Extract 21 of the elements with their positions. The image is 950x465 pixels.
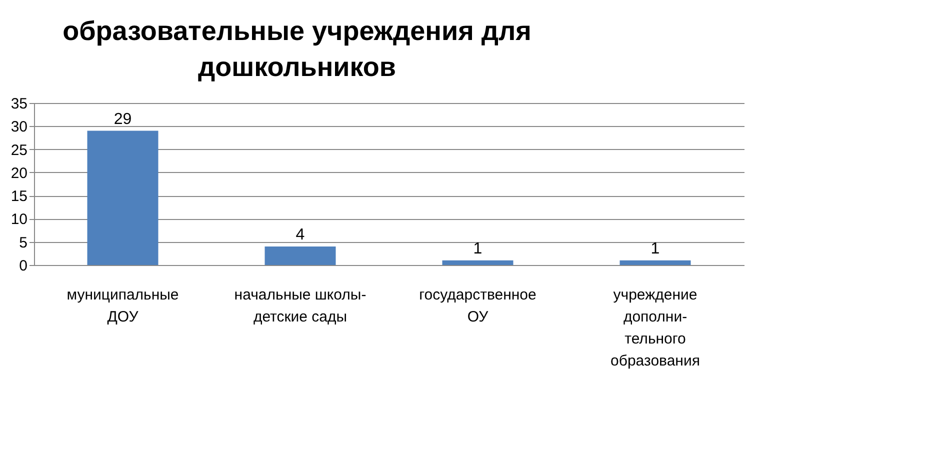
- bar: [87, 130, 158, 265]
- y-tick-label: 5: [19, 234, 28, 252]
- x-tick-label: муниципальные ДОУ: [66, 286, 179, 326]
- bar: [442, 260, 514, 265]
- y-tick-label: 0: [19, 258, 28, 274]
- y-tick-label: 20: [10, 164, 28, 182]
- y-tick-label: 35: [10, 96, 28, 112]
- y-tick-label: 10: [10, 211, 28, 228]
- x-tick-label: начальные школы- детские сады: [234, 286, 366, 326]
- data-label: 4: [296, 226, 305, 244]
- x-tick-label: государственное ОУ: [419, 286, 536, 326]
- data-label: 29: [114, 110, 132, 128]
- chart-title: образовательные учреждения для дошкольников: [62, 16, 532, 82]
- y-tick-label: 30: [10, 118, 28, 136]
- data-label: 1: [473, 240, 482, 258]
- data-label: 1: [650, 240, 660, 258]
- x-tick-label: учреждение дополни- тельного образования: [610, 286, 700, 370]
- bar: [620, 260, 691, 265]
- bar: [264, 246, 336, 265]
- y-tick-label: 25: [10, 142, 28, 159]
- y-tick-label: 15: [10, 188, 28, 206]
